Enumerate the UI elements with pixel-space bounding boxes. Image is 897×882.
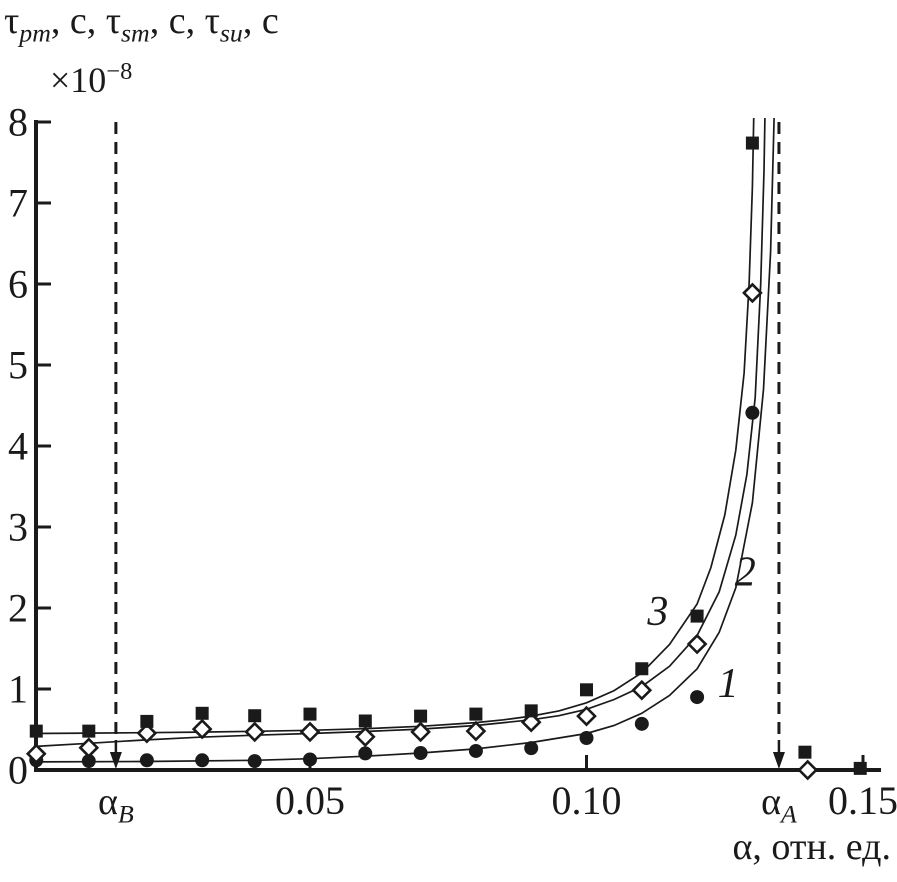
y-tick-label: 4 — [8, 424, 28, 469]
y-tick-label: 5 — [8, 343, 28, 388]
y-tick-label: 0 — [8, 748, 28, 793]
x-tick-label: 0.05 — [275, 778, 345, 823]
marker-open-diamond — [631, 679, 653, 701]
series-1-markers — [29, 405, 760, 769]
marker-filled-square — [140, 714, 154, 728]
marker-open-diamond — [78, 737, 100, 759]
marker-filled-square — [195, 706, 209, 720]
y-tick-label: 2 — [8, 586, 28, 631]
marker-open-diamond — [244, 721, 266, 743]
marker-filled-circle — [468, 743, 483, 758]
series-2-markers — [25, 282, 819, 781]
marker-filled-square — [690, 609, 704, 623]
marker-open-diamond — [520, 711, 542, 733]
marker-filled-square — [303, 707, 317, 721]
curve-label-3: 3 — [646, 589, 668, 635]
marker-filled-circle — [81, 754, 96, 769]
marker-open-diamond — [742, 282, 763, 304]
marker-filled-circle — [579, 731, 594, 746]
marker-filled-circle — [139, 753, 154, 768]
annotation-arrowhead-alpha-B — [109, 752, 122, 769]
marker-open-diamond — [136, 722, 158, 744]
marker-filled-circle — [303, 752, 317, 767]
x-tick-label: 0.10 — [552, 778, 622, 823]
marker-filled-circle — [195, 753, 210, 768]
curve-2 — [33, 118, 766, 748]
marker-filled-square — [414, 709, 428, 723]
x-axis-title: α, отн. ед. — [732, 826, 891, 868]
marker-filled-circle — [358, 746, 373, 761]
marker-filled-square — [580, 683, 593, 697]
marker-filled-circle — [247, 754, 262, 769]
marker-filled-circle — [634, 716, 649, 731]
curve-label-2: 2 — [735, 549, 756, 595]
fit-curves-group — [33, 118, 775, 763]
marker-filled-circle — [690, 690, 705, 705]
y-tick-label: 8 — [8, 100, 28, 145]
curve-1 — [33, 118, 775, 763]
marker-open-diamond — [797, 759, 819, 781]
marker-filled-square — [29, 724, 43, 738]
marker-filled-square — [798, 745, 812, 759]
y-tick-label: 6 — [8, 262, 28, 307]
marker-filled-circle — [745, 405, 760, 420]
curve-label-1: 1 — [718, 661, 739, 707]
annotation-label-alpha-B: αB — [98, 781, 134, 829]
marker-open-diamond — [191, 718, 213, 740]
marker-filled-square — [635, 662, 649, 676]
y-axis-title: τpm, с, τsm, с, τsu, с — [4, 0, 279, 48]
series-3-markers — [29, 136, 867, 775]
y-tick-label: 1 — [8, 667, 28, 712]
marker-filled-square — [853, 761, 867, 775]
y-axis-multiplier: ×10−8 — [50, 58, 133, 100]
marker-open-diamond — [354, 726, 376, 748]
marker-open-diamond — [686, 633, 708, 655]
marker-filled-square — [248, 709, 262, 723]
marker-open-diamond — [410, 721, 431, 743]
annotation-label-alpha-A: αA — [761, 781, 797, 829]
y-tick-label: 3 — [8, 505, 28, 550]
annotation-arrowhead-alpha-A — [772, 752, 785, 769]
x-tick-label: 0.15 — [828, 778, 897, 823]
marker-filled-square — [524, 704, 538, 718]
marker-filled-square — [469, 707, 483, 721]
marker-filled-square — [82, 724, 96, 738]
marker-open-diamond — [299, 721, 321, 743]
marker-filled-circle — [524, 741, 539, 756]
marker-open-diamond — [465, 720, 487, 742]
marker-open-diamond — [576, 705, 597, 727]
marker-filled-square — [358, 714, 372, 728]
marker-open-diamond — [25, 743, 47, 765]
y-tick-label: 7 — [8, 181, 28, 226]
marker-filled-circle — [413, 745, 428, 760]
marker-filled-square — [745, 136, 759, 150]
